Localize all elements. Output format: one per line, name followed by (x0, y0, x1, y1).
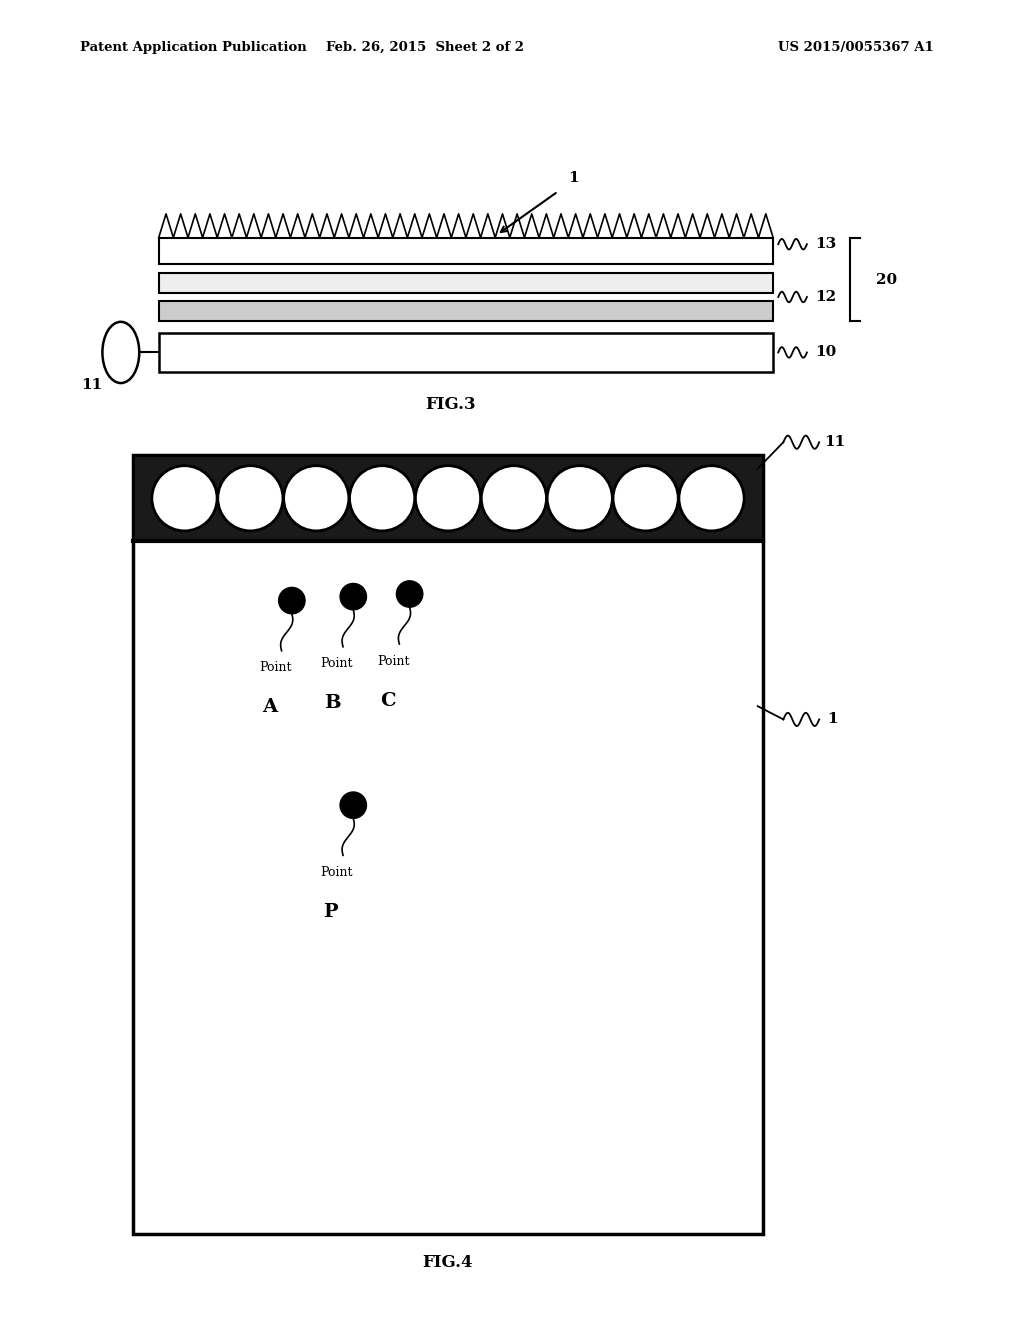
Bar (159, 301, 773, 321)
Text: FIG.4: FIG.4 (422, 1254, 473, 1271)
Ellipse shape (481, 466, 547, 531)
Text: Point: Point (377, 655, 410, 668)
Ellipse shape (679, 466, 744, 531)
Text: Feb. 26, 2015  Sheet 2 of 2: Feb. 26, 2015 Sheet 2 of 2 (326, 41, 524, 54)
Ellipse shape (218, 466, 283, 531)
Text: 13: 13 (815, 238, 837, 251)
Text: 1: 1 (568, 170, 579, 185)
Ellipse shape (340, 583, 367, 610)
Text: 11: 11 (824, 436, 846, 449)
Text: A: A (262, 698, 278, 717)
Text: Point: Point (321, 866, 353, 879)
Ellipse shape (279, 587, 305, 614)
Ellipse shape (102, 322, 139, 383)
Bar (159, 273, 773, 293)
Text: 12: 12 (815, 290, 837, 304)
Bar (133, 455, 763, 541)
Text: US 2015/0055367 A1: US 2015/0055367 A1 (778, 41, 934, 54)
Text: C: C (380, 692, 395, 710)
Text: FIG.3: FIG.3 (425, 396, 476, 413)
Text: 1: 1 (827, 713, 838, 726)
Text: P: P (324, 903, 338, 921)
Bar (159, 238, 773, 264)
Text: 20: 20 (876, 273, 897, 286)
Ellipse shape (416, 466, 480, 531)
Text: B: B (324, 694, 340, 713)
Ellipse shape (349, 466, 415, 531)
Ellipse shape (340, 792, 367, 818)
Ellipse shape (284, 466, 349, 531)
Text: Patent Application Publication: Patent Application Publication (80, 41, 306, 54)
Text: Point: Point (259, 661, 292, 675)
Text: Point: Point (321, 657, 353, 671)
Bar (133, 455, 763, 1234)
Bar (159, 333, 773, 372)
Text: 11: 11 (82, 378, 102, 392)
Ellipse shape (613, 466, 678, 531)
Ellipse shape (152, 466, 217, 531)
Ellipse shape (547, 466, 612, 531)
Text: 10: 10 (815, 346, 837, 359)
Ellipse shape (396, 581, 423, 607)
